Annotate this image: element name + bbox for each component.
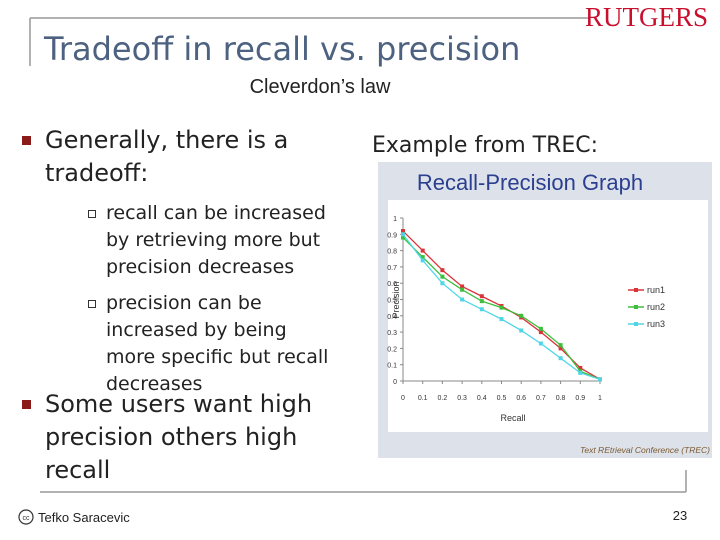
y-tick-label: 0.9 <box>387 232 397 239</box>
license-icon <box>18 509 34 525</box>
page-number: 23 <box>673 508 687 523</box>
figure: Recall-Precision Graph 0 0.1 0.2 0.3 0.4 0.5 0.… <box>387 170 710 455</box>
bullet-marker <box>22 400 31 409</box>
series-point <box>420 255 425 260</box>
x-tick-label: 1 <box>598 395 602 402</box>
series-point <box>578 370 583 375</box>
series-point <box>538 330 543 335</box>
series-point <box>538 341 543 346</box>
footer-author: Tefko Saracevic <box>38 510 130 525</box>
title: Tradeoff in recall vs. precision <box>44 30 521 68</box>
y-tick-label: 0.1 <box>387 363 397 370</box>
legend-label: run3 <box>647 319 665 329</box>
bullet-text: Some users want high precision others hi… <box>45 390 313 484</box>
series-point <box>558 346 563 351</box>
legend-marker <box>634 322 638 326</box>
series-point <box>499 305 504 310</box>
figure-plot-bg <box>388 200 708 432</box>
sub-bullet-marker <box>88 300 96 308</box>
x-tick-label: 0 <box>401 395 405 402</box>
series-point <box>519 328 524 333</box>
y-tick-label: 0.3 <box>387 330 397 337</box>
sub-bullet-text: precision can be increased by being more… <box>106 292 329 395</box>
x-tick-label: 0.8 <box>556 395 566 402</box>
series-point <box>420 258 425 263</box>
figure-title: Recall-Precision Graph <box>417 170 643 195</box>
series-point <box>558 343 563 348</box>
x-tick-label: 0.9 <box>575 395 585 402</box>
series-point <box>420 248 425 253</box>
sub-bullet-text: recall can be increased by retrieving mo… <box>106 202 326 278</box>
y-tick-label: 0.5 <box>387 298 397 305</box>
series-point <box>440 274 445 279</box>
x-tick-label: 0.7 <box>536 395 546 402</box>
y-tick-label: 0.2 <box>387 346 397 353</box>
y-tick-label: 0.8 <box>387 249 397 256</box>
bullet-text: Generally, there is a tradeoff: <box>45 126 289 187</box>
subtitle: Cleverdon’s law <box>249 76 391 98</box>
legend-marker <box>634 288 638 292</box>
x-tick-label: 0.3 <box>457 395 467 402</box>
sub-bullet-marker <box>88 210 96 218</box>
bullet-marker <box>22 136 31 145</box>
series-point <box>440 268 445 273</box>
series-point <box>460 297 465 302</box>
y-tick-label: 0.4 <box>387 314 397 321</box>
series-point <box>538 326 543 331</box>
series-point <box>499 317 504 322</box>
series-point <box>578 365 583 370</box>
y-tick-label: 0.6 <box>387 281 397 288</box>
figure-caption: Text REtrieval Conference (TREC) <box>580 445 710 455</box>
license-icon-text: cc <box>23 515 31 522</box>
series-point <box>598 377 602 382</box>
series-point <box>479 294 484 299</box>
example-label: Example from TREC: <box>372 133 599 158</box>
series-point <box>401 232 405 237</box>
series-point <box>401 235 405 240</box>
series-point <box>479 299 484 304</box>
y-tick-label: 1 <box>393 216 397 223</box>
series-point <box>558 356 563 361</box>
series-point <box>460 284 465 289</box>
x-tick-label: 0.5 <box>497 395 507 402</box>
series-point <box>460 287 465 292</box>
y-tick-label: 0.7 <box>387 265 397 272</box>
x-axis-label: Recall <box>500 413 525 423</box>
series-point <box>479 307 484 312</box>
legend-marker <box>634 305 638 309</box>
legend-label: run2 <box>647 302 665 312</box>
y-axis-label: Precision <box>391 281 401 318</box>
x-tick-label: 0.4 <box>477 395 487 402</box>
series-point <box>519 313 524 318</box>
legend-label: run1 <box>647 285 665 295</box>
x-tick-label: 0.2 <box>438 395 448 402</box>
series-point <box>401 229 405 234</box>
x-tick-label: 0.1 <box>418 395 428 402</box>
y-tick-label: 0 <box>393 379 397 386</box>
series-point <box>440 281 445 286</box>
x-tick-label: 0.6 <box>516 395 526 402</box>
logo: RUTGERS <box>584 2 708 32</box>
